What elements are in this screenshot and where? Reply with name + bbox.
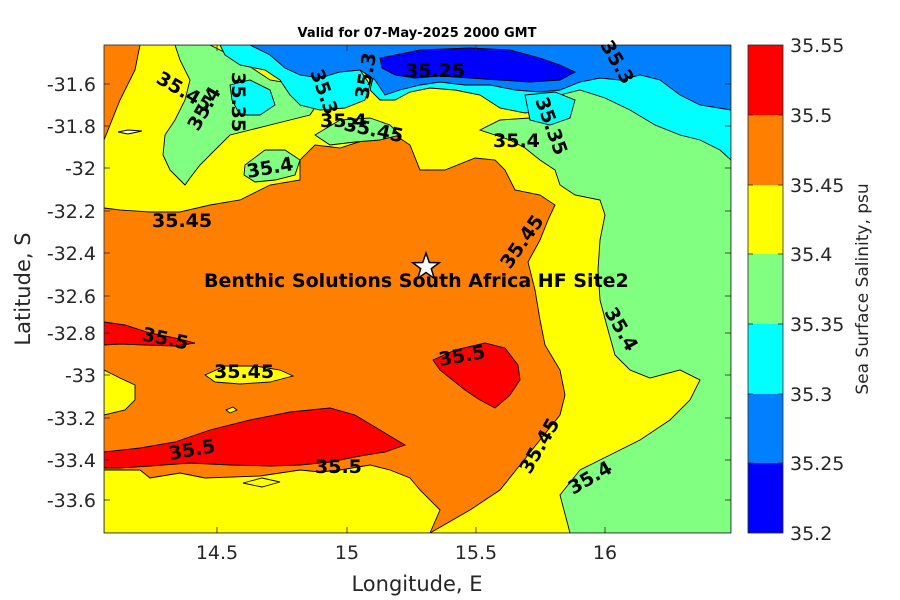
region-yellow-patch-small [242,477,281,488]
colorbar-band [748,45,783,115]
y-tick-label: -32.8 [47,323,96,345]
contour-label: 35.4 [320,110,367,132]
x-axis-label: Longitude, E [351,572,482,596]
region-blank-speck [117,129,143,135]
y-tick-label: -32.6 [47,286,96,308]
colorbar-band [748,115,783,185]
region-cyan-patch-west [229,79,276,116]
y-tick-label: -33.2 [47,408,96,430]
map-title: Valid for 07-May-2025 2000 GMT [298,26,537,41]
region-red-south [104,407,407,469]
region-red-center [432,342,521,409]
colorbar-tick-label: 35.3 [790,384,832,406]
colorbar-band [748,254,783,324]
site-label: Benthic Solutions South Africa HF Site2 [204,270,629,292]
y-tick-label: -32 [65,158,96,180]
region-green-patch-center [243,149,301,183]
region-cyan-patch-east [524,91,576,126]
colorbar-label: Sea Surface Salinity, psu [853,183,873,394]
contour-label: 35.4 [493,130,540,152]
region-yellow-patch-mid [204,365,295,385]
colorbar-band [748,324,783,394]
y-tick-label: -33 [65,365,96,387]
colorbar-tick-label: 35.55 [790,35,844,57]
y-tick-label: -33.6 [47,490,96,512]
colorbar-tick-label: 35.5 [790,105,832,127]
region-yellow-dot [225,406,238,414]
region-darkblue-north [379,47,577,83]
colorbar-band [748,394,783,463]
contour-label: 35.35 [227,72,249,132]
y-tick-label: -31.6 [47,74,96,96]
y-tick-label: -32.2 [47,201,96,223]
colorbar-tick-label: 35.25 [790,453,844,475]
x-axis: 14.5 15 15.5 16 [196,45,617,564]
x-tick-label: 16 [593,542,617,564]
region-green-north-strip [314,117,401,146]
colorbar-frame [747,44,784,534]
colorbar: 35.55 35.5 35.45 35.4 35.35 35.3 35.25 3… [747,35,873,545]
y-tick-label: -31.8 [47,116,96,138]
colorbar-tick-label: 35.45 [790,175,844,197]
x-tick-label: 15.5 [455,542,497,564]
colorbar-tick-label: 35.4 [790,244,832,266]
region-red-west [104,321,196,347]
contour-label: 35.45 [214,361,274,383]
y-tick-label: -33.4 [47,450,96,472]
colorbar-tick-label: 35.2 [790,523,832,545]
plot-frame [103,44,732,534]
contour-label: 35.5 [315,456,362,478]
colorbar-tick-label: 35.35 [790,314,844,336]
star-icon [410,250,442,281]
contour-label: 35.25 [405,60,465,82]
site-marker: Benthic Solutions South Africa HF Site2 [204,250,629,292]
x-tick-label: 14.5 [196,542,238,564]
y-axis: -31.6 -31.8 -32 -32.2 -32.4 -32.6 -32.8 … [47,74,731,512]
region-yellow-south [104,464,441,533]
y-tick-label: -32.4 [47,243,96,265]
region-yellow-west-mid [104,369,136,416]
contour-label: 35.45 [152,210,212,232]
colorbar-band [748,463,783,533]
x-tick-label: 15 [335,542,359,564]
colorbar-band [748,185,783,254]
y-axis-label: Latitude, S [11,232,35,345]
contour-fill-layer [104,45,731,533]
